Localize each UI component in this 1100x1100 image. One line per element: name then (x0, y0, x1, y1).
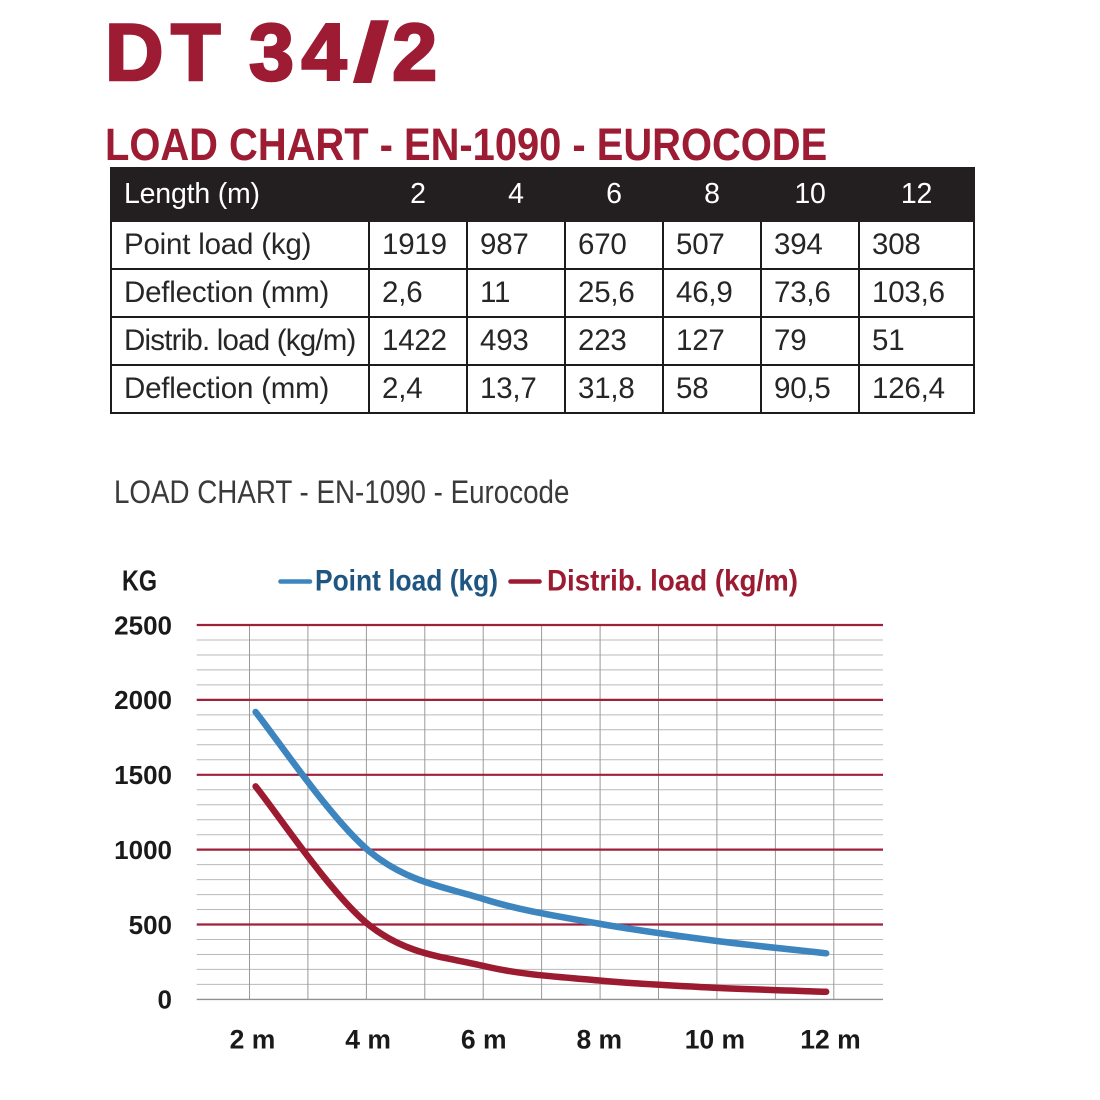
svg-text:2000: 2000 (114, 685, 172, 715)
svg-text:0: 0 (158, 985, 172, 1015)
svg-text:500: 500 (129, 910, 172, 940)
svg-text:8 m: 8 m (576, 1025, 622, 1055)
svg-text:10 m: 10 m (685, 1025, 745, 1055)
svg-text:2 m: 2 m (230, 1025, 276, 1055)
svg-text:4 m: 4 m (345, 1025, 391, 1055)
svg-text:6 m: 6 m (461, 1025, 507, 1055)
svg-text:2500: 2500 (114, 610, 172, 640)
svg-text:KG: KG (122, 565, 157, 597)
svg-text:Distrib. load (kg/m): Distrib. load (kg/m) (547, 565, 798, 598)
svg-text:1500: 1500 (114, 760, 172, 790)
svg-text:Point load (kg): Point load (kg) (315, 565, 498, 598)
svg-text:1000: 1000 (114, 835, 172, 865)
svg-text:12 m: 12 m (800, 1025, 860, 1055)
